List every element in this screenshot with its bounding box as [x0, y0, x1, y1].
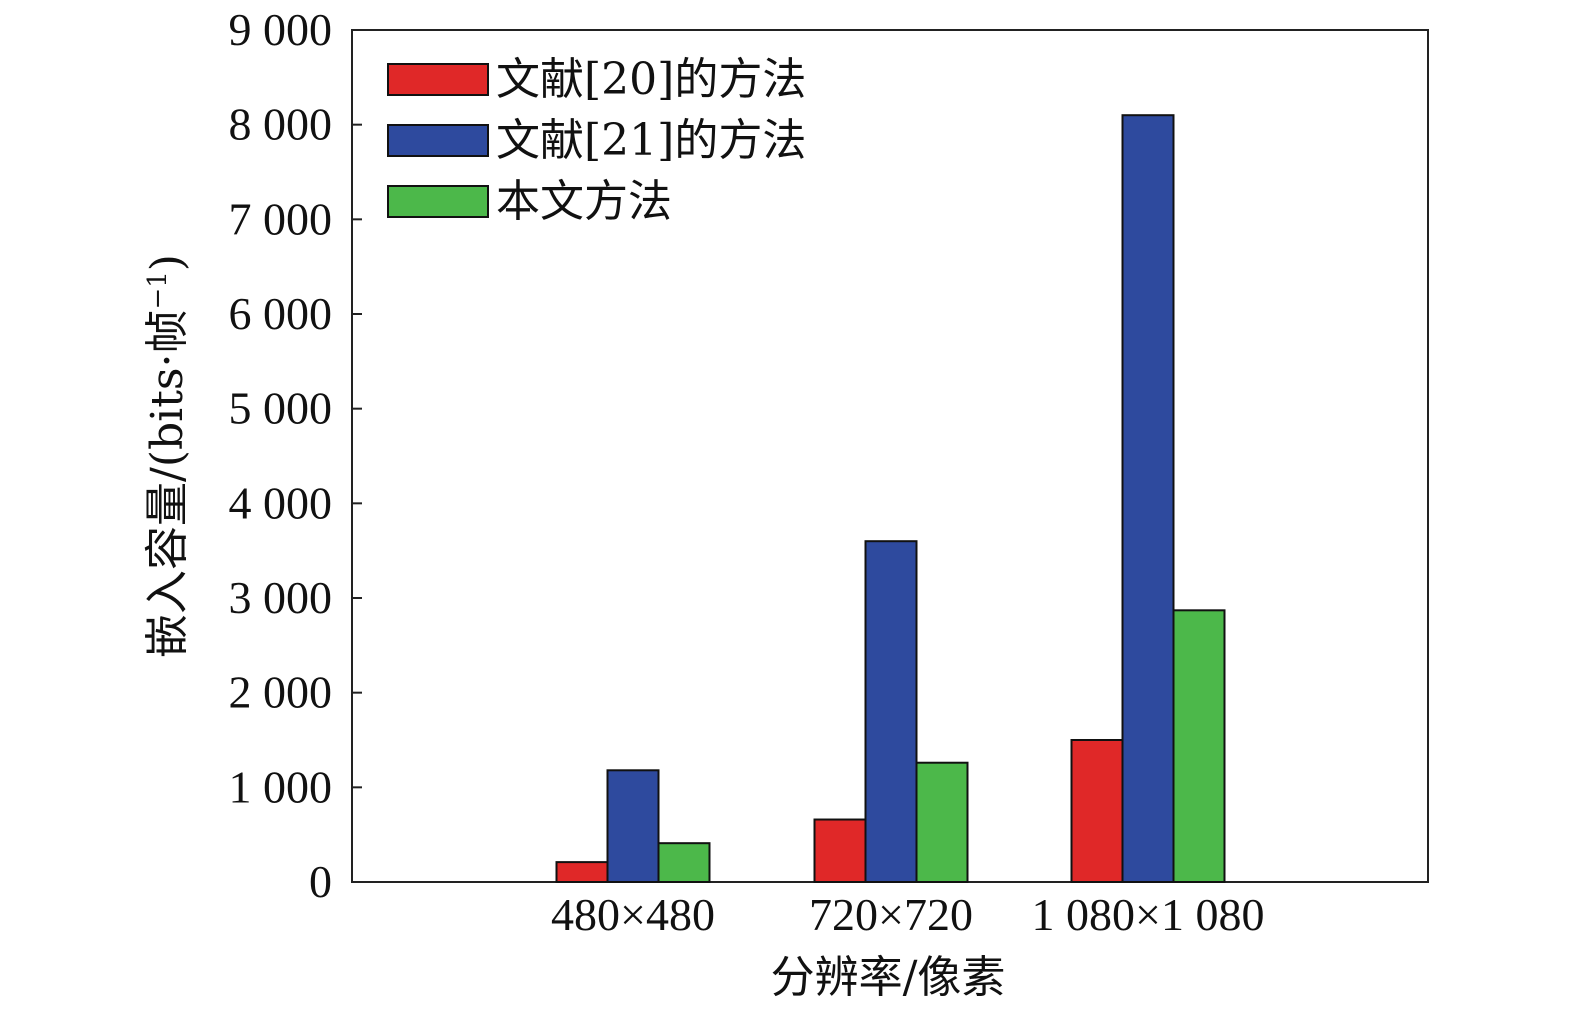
- y-axis-title-main: 嵌入容量/(bits·帧: [142, 310, 193, 658]
- y-axis-title-superscript: −1: [143, 271, 173, 309]
- bar-series1-category2: [813, 818, 867, 884]
- x-axis: 480×480 720×720 1 080×1 080: [551, 889, 1264, 940]
- y-tick-label: 6 000: [229, 288, 333, 339]
- axis-titles: 分辨率/像素 嵌入容量/(bits·帧−1): [142, 254, 1005, 1003]
- y-tick-label: 8 000: [229, 99, 333, 150]
- bar-series1-category1: [555, 861, 609, 883]
- y-axis-title: 嵌入容量/(bits·帧−1): [142, 254, 193, 658]
- x-tick-label: 480×480: [551, 889, 715, 940]
- x-axis-title: 分辨率/像素: [771, 952, 1006, 1003]
- legend-swatch-series2: [387, 124, 489, 157]
- legend-label-series2: 文献[21]的方法: [496, 115, 806, 166]
- y-tick-label: 1 000: [229, 761, 333, 812]
- y-tick-label: 3 000: [229, 572, 333, 623]
- bars: [555, 114, 1226, 884]
- legend-swatch-series3: [387, 185, 489, 218]
- bar-series1-category3: [1070, 739, 1124, 883]
- bar-series2-category3: [1121, 114, 1175, 883]
- bar-series3-category3: [1172, 609, 1226, 883]
- bar-series3-category2: [915, 761, 969, 883]
- y-axis-title-suffix: ): [142, 254, 193, 271]
- y-tick-label: 7 000: [229, 193, 333, 244]
- x-tick-label: 1 080×1 080: [1032, 889, 1265, 940]
- y-tick-label: 9 000: [229, 4, 333, 55]
- y-tick-label: 4 000: [229, 477, 333, 528]
- bar-series2-category2: [864, 540, 918, 883]
- y-axis: 0 1 000 2 000 3 000 4 000 5 000 6 000 7 000 8 00…: [229, 4, 362, 907]
- bar-series2-category1: [606, 769, 660, 883]
- legend-swatch-series1: [387, 63, 489, 96]
- x-tick-label: 720×720: [809, 889, 973, 940]
- y-tick-label: 5 000: [229, 383, 333, 434]
- y-tick-label: 2 000: [229, 667, 333, 718]
- legend-label-series1: 文献[20]的方法: [496, 54, 806, 105]
- bar-series3-category1: [657, 842, 711, 883]
- y-tick-label: 0: [309, 856, 332, 907]
- legend-label-series3: 本文方法: [496, 176, 672, 227]
